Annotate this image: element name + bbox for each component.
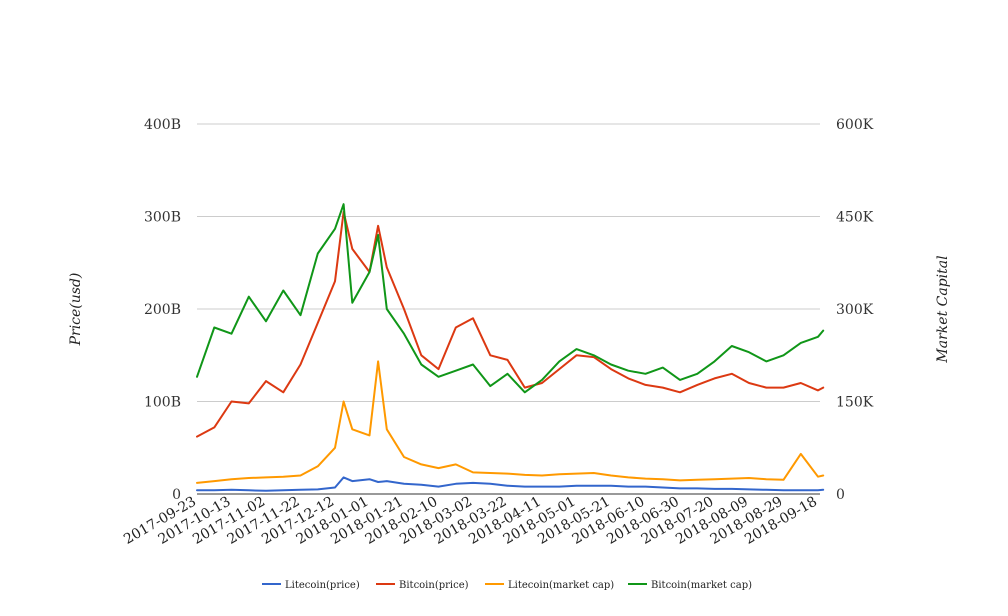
legend: Litecoin(price) Bitcoin(price) Litecoin(ma… [262,580,752,591]
y-left-tick-label: 400B [144,117,181,133]
y-right-tick-label: 450K [836,210,874,226]
series-line-bitcoin-price [196,210,825,438]
y-axis-right-title: Market Capital [935,255,951,363]
series-line-litecoin-market-cap [196,360,825,484]
y-left-tick-label: 100B [144,395,181,411]
legend-label: Litecoin(price) [285,580,360,591]
legend-label: Bitcoin(price) [399,580,469,591]
y-left-tick-label: 0 [172,487,181,503]
y-right-tick-label: 600K [836,117,874,133]
legend-label: Litecoin(market cap) [508,580,614,591]
y-right-tick-label: 300K [836,302,874,318]
legend-label: Bitcoin(market cap) [651,580,752,591]
x-axis-ticks: 2017-09-232017-10-132017-11-022017-11-22… [121,494,820,548]
y-right-tick-label: 0 [836,487,845,503]
right-axis-ticks: 0 150K 300K 450K 600K [836,117,874,503]
left-axis-ticks: 0 100B 200B 300B 400B [144,117,181,503]
series-lines [196,203,825,492]
series-line-litecoin-price [196,476,825,492]
gridlines [197,123,820,495]
series-line-bitcoin-market-cap [196,203,825,394]
y-left-tick-label: 300B [144,210,181,226]
y-right-tick-label: 150K [836,395,874,411]
y-left-tick-label: 200B [144,302,181,318]
y-axis-left-title: Price(usd) [68,273,84,347]
